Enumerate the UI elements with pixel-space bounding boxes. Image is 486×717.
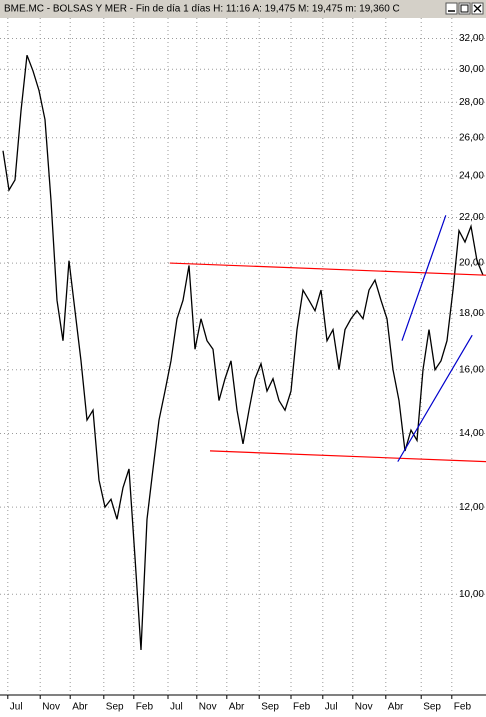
y-tick-label: 28,00: [459, 97, 484, 108]
chart-title: BME.MC - BOLSAS Y MER - Fin de día 1 día…: [4, 4, 400, 15]
close-icon: [473, 4, 482, 13]
x-tick-label: Feb: [136, 702, 154, 713]
y-tick-label: 14,00: [459, 428, 484, 439]
trendline: [169, 262, 486, 276]
trendline: [401, 215, 447, 341]
x-tick-label: Sep: [423, 702, 441, 713]
x-tick-label: Sep: [106, 702, 124, 713]
x-tick-label: Abr: [229, 702, 245, 713]
x-tick-label: Nov: [42, 702, 60, 713]
y-tick-label: 32,00: [459, 33, 484, 44]
trendline: [209, 450, 486, 463]
x-tick-label: Jul: [10, 702, 23, 713]
trendline: [397, 334, 473, 462]
y-tick-label: 30,00: [459, 64, 484, 75]
y-tick-label: 12,00: [459, 502, 484, 513]
y-tick-label: 10,00: [459, 589, 484, 600]
title-bar: [0, 0, 486, 18]
y-tick-label: 16,00: [459, 364, 484, 375]
minimize-button[interactable]: [445, 2, 458, 15]
x-tick-label: Abr: [388, 702, 404, 713]
x-tick-label: Jul: [325, 702, 338, 713]
maximize-icon: [460, 4, 469, 13]
price-line: [2, 54, 484, 651]
x-tick-label: Nov: [199, 702, 217, 713]
x-tick-label: Nov: [355, 702, 373, 713]
maximize-button[interactable]: [458, 2, 471, 15]
y-tick-label: 20,00: [459, 258, 484, 269]
y-tick-label: 18,00: [459, 308, 484, 319]
x-tick-label: Jul: [170, 702, 183, 713]
x-tick-label: Feb: [293, 702, 311, 713]
x-tick-label: Abr: [72, 702, 88, 713]
x-tick-label: Feb: [454, 702, 472, 713]
y-tick-label: 22,00: [459, 212, 484, 223]
y-tick-label: 26,00: [459, 132, 484, 143]
y-tick-label: 24,00: [459, 171, 484, 182]
window-buttons[interactable]: [445, 2, 484, 15]
x-tick-label: Sep: [261, 702, 279, 713]
